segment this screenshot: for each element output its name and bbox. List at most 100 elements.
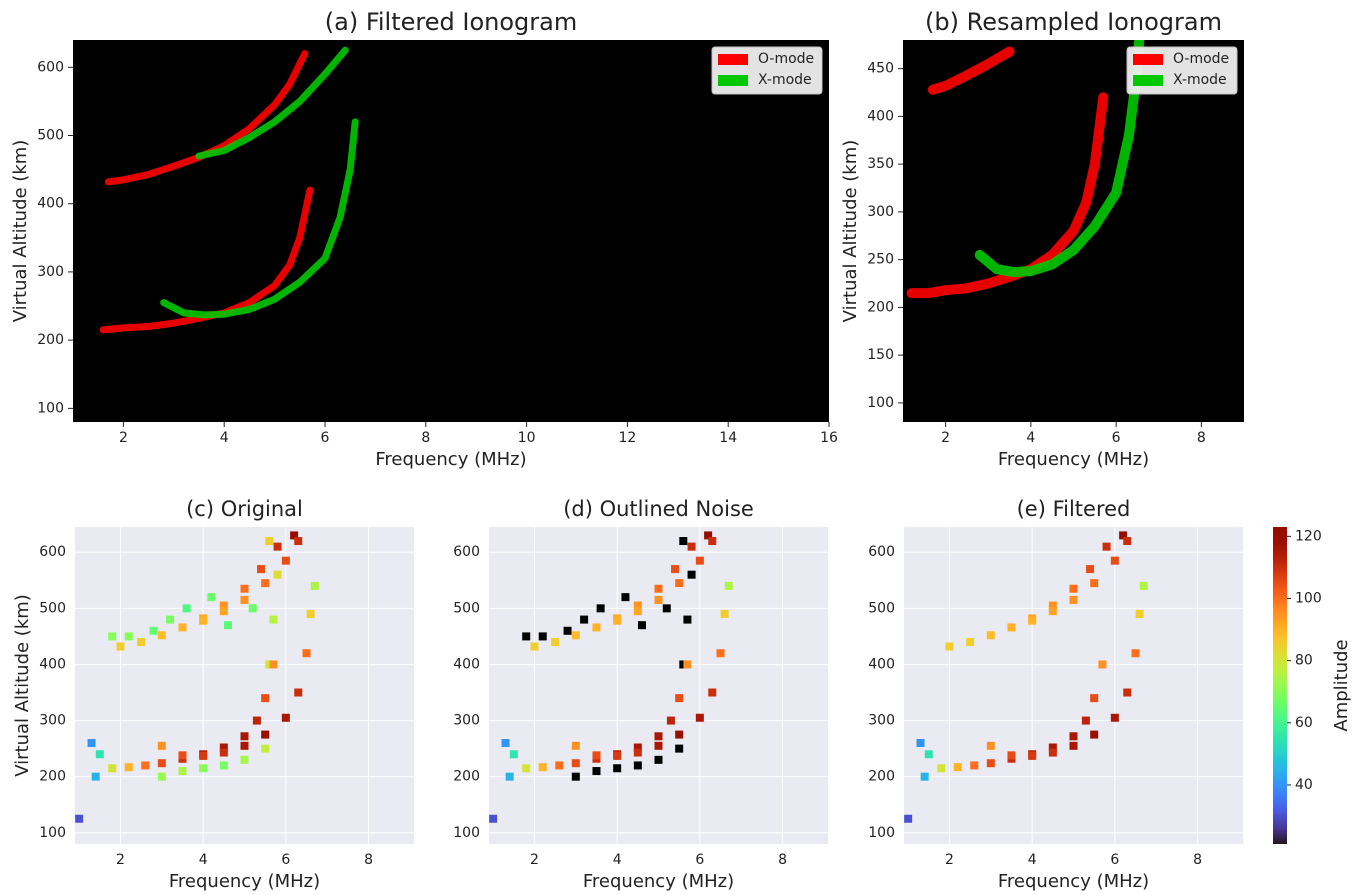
point [95,750,104,759]
point [679,537,688,546]
point [1123,688,1132,697]
point [633,748,642,757]
point [633,607,642,616]
point [571,741,580,750]
point [223,621,232,630]
y-tick-label: 500 [37,128,64,144]
point [141,761,150,770]
point [265,660,274,669]
point [248,604,257,613]
point [637,621,646,630]
y-tick-label: 300 [39,713,66,729]
point [687,542,696,551]
point [592,751,601,760]
point [252,716,261,725]
point [273,570,282,579]
point [137,638,146,647]
point [945,642,954,651]
point [986,759,995,768]
legend-swatch [1133,54,1163,65]
x-axis-label: Frequency (MHz) [375,449,526,470]
plot-area [904,527,1243,844]
point [178,767,187,776]
point [1028,616,1037,625]
x-tick-label: 4 [199,852,208,868]
data-layer [489,531,733,823]
point [522,764,531,773]
point [1081,716,1090,725]
x-tick-label: 4 [1026,430,1035,446]
y-tick-label: 150 [867,347,894,363]
point [1048,607,1057,616]
point [1048,601,1057,610]
y-tick-label: 100 [39,825,66,841]
point [683,615,692,624]
panel-title: (d) Outlined Noise [563,497,754,521]
point [1048,748,1057,757]
x-tick-label: 4 [613,852,622,868]
point [240,755,249,764]
point [613,616,622,625]
point [716,649,725,658]
y-tick-label: 400 [868,656,895,672]
point [269,615,278,624]
point [91,772,100,781]
colorbar [1273,527,1287,844]
point [613,751,622,760]
point [261,694,270,703]
x-tick-label: 6 [1110,852,1119,868]
point [124,763,133,772]
point [157,772,166,781]
y-tick-label: 450 [867,61,894,77]
x-axis-label: Frequency (MHz) [583,871,734,892]
point [1135,609,1144,618]
point [302,649,311,658]
point [178,623,187,632]
point [207,593,216,602]
x-tick-label: 6 [695,852,704,868]
colorbar-tick-label: 80 [1295,653,1313,669]
point [571,759,580,768]
point [662,604,671,613]
point [592,767,601,776]
point [157,631,166,640]
point [986,741,995,750]
data-layer [99,46,359,334]
point [621,593,630,602]
legend-swatch [718,75,748,86]
point [219,607,228,616]
point [294,537,303,546]
legend-label: X-mode [1173,72,1227,88]
x-tick-label: 8 [421,430,430,446]
point [1048,743,1057,752]
point [1069,595,1078,604]
point [654,584,663,593]
legend-swatch [1133,75,1163,86]
trace [160,46,359,319]
y-tick-label: 600 [37,59,64,75]
point [986,631,995,640]
point [294,688,303,697]
legend-label: O-mode [1173,51,1229,67]
x-tick-label: 6 [321,430,330,446]
y-tick-label: 600 [453,544,480,560]
point [953,763,962,772]
point [633,761,642,770]
y-tick-label: 300 [453,713,480,729]
point [671,565,680,574]
point [157,759,166,768]
panel: (e) Filtered 2 4 6 8 100 200 300 400 500 600 Freque… [868,497,1352,892]
x-tick-label: 8 [364,852,373,868]
point [675,579,684,588]
point [675,730,684,739]
y-axis-label: Virtual Altitude (km) [10,140,31,323]
point [633,743,642,752]
point [199,616,208,625]
point [240,595,249,604]
point [273,542,282,551]
point [219,748,228,757]
point [571,631,580,640]
panel: (b) Resampled Ionogram 2 4 6 8 100 150 200 250 30… [840,8,1244,470]
point [1119,531,1128,540]
point [290,531,299,540]
